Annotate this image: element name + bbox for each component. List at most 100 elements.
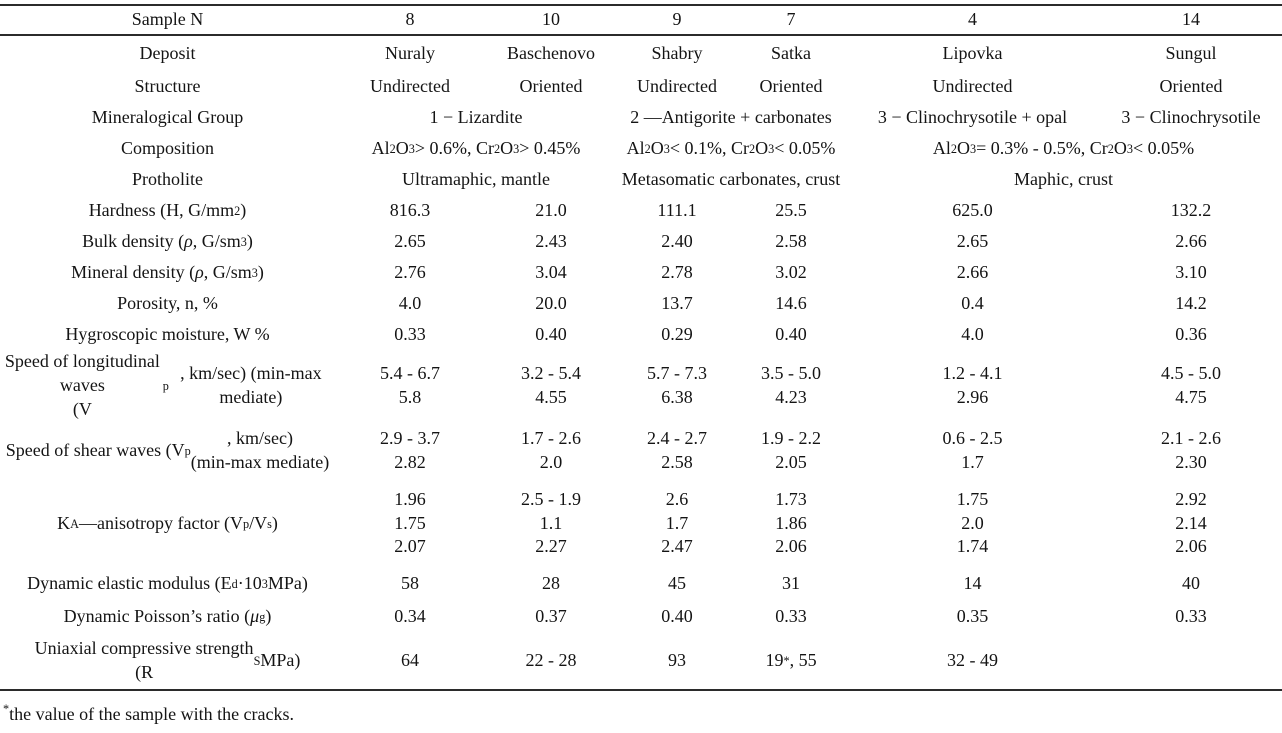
value-cell: 2.9 - 3.7 2.82 — [380, 428, 440, 472]
value-cell: 2 —Antigorite + carbonates — [630, 106, 832, 127]
value-cell: 1 − Lizardite — [429, 106, 523, 127]
table-row-bulk-density-g-sm3: Bulk density (ρ, G/sm 3) 2.65 2.43 2.40 2.58 2… — [0, 226, 1282, 257]
value-cell: 3 − Clinochrysotile + opal — [877, 106, 1068, 127]
table-row-hygroscopic-moisture-w: Hygroscopic moisture, W % 0.33 0.40 0.29 0.4… — [0, 319, 1282, 350]
value-cell: 0.40 — [661, 606, 693, 627]
value-cell: 4.5 - 5.0 4.75 — [1161, 362, 1221, 407]
value-cell: 22 - 28 — [525, 650, 577, 671]
value-cell: 4.0 — [961, 323, 984, 344]
value-cell: Al 2 O 3 = 0.3% - 0.5%, Cr 2 O 3 < 0.05% — [932, 137, 1195, 158]
value-cell: 1.73 1.86 2.06 — [775, 488, 807, 557]
value-cell: 3.04 — [535, 261, 567, 282]
value-cell: 31 — [782, 572, 800, 593]
value-cell: 0.33 — [394, 323, 426, 344]
table-row-uniaxial-compressive-strength-rs-mpa: Uniaxial compressive strength (R S MPa) 64 2… — [0, 633, 1282, 689]
table-row-speed-of-shear-waves-vp-km-sec-min-max-mediate: Speed of shear waves (V p, km/sec) (min-ma… — [0, 421, 1282, 481]
row-label-speed-of-longitudinal-waves-vp-km-sec-min-max-mediate: Speed of longitudinal waves (V p, km/sec) … — [4, 351, 322, 419]
table-row-hardness-h-g-mm2: Hardness (H, G/mm 2) 816.3 21.0 111.1 25.5 625… — [0, 195, 1282, 226]
table-row-mineralogical-group: Mineralogical Group 1 − Lizardite 2 —Antig… — [0, 102, 1282, 133]
value-cell: 3.02 — [775, 261, 807, 282]
footnote: *the value of the sample with the cracks… — [0, 691, 1282, 725]
value-cell: Lipovka — [942, 42, 1003, 63]
row-label-speed-of-shear-waves-vp-km-sec-min-max-mediate: Speed of shear waves (V p, km/sec) (min-ma… — [5, 428, 330, 472]
table-row-composition: Composition Al 2 O 3 > 0.6%, Cr 2 O 3 > 0.45% Al… — [0, 133, 1282, 164]
value-cell: Ultramaphic, mantle — [402, 168, 550, 189]
value-cell: 0.35 — [956, 606, 989, 627]
value-cell: 2.40 — [661, 230, 693, 251]
value-cell: Undirected — [370, 75, 450, 96]
value-cell: 14 — [963, 572, 982, 593]
rock-properties-table: Sample N 8 10 9 7 4 14 Deposit Nuraly Baschenovo S… — [0, 4, 1282, 691]
value-cell: 32 - 49 — [947, 650, 998, 671]
value-cell: 1.7 - 2.6 2.0 — [521, 428, 581, 472]
value-cell: 625.0 — [952, 199, 993, 220]
value-cell: 0.36 — [1175, 323, 1207, 344]
value-cell: 2.92 2.14 2.06 — [1175, 488, 1207, 557]
value-cell: 2.6 1.7 2.47 — [661, 488, 693, 557]
value-cell: 0.6 - 2.5 1.7 — [942, 428, 1003, 472]
row-label-ka-anisotropy-factor-vp-vs: K A —anisotropy factor (V p/V s) — [57, 512, 278, 533]
sample-number: 8 — [405, 9, 415, 30]
value-cell: 21.0 — [535, 199, 567, 220]
value-cell: 0.33 — [1175, 606, 1207, 627]
table-row-deposit: Deposit Nuraly Baschenovo Shabry Satka Lipovk… — [0, 36, 1282, 71]
value-cell: 3.10 — [1175, 261, 1207, 282]
value-cell: Oriented — [519, 75, 583, 96]
row-label-dynamic-poisson-s-ratio-g: Dynamic Poisson’s ratio (μ g) — [63, 606, 272, 627]
table-row-mineral-density-g-sm3: Mineral density (ρ, G/sm 3) 2.76 3.04 2.78 3.… — [0, 257, 1282, 288]
table-row-dynamic-elastic-modulus-ed-103-mpa: Dynamic elastic modulus (E d ·10 3 MPa) 58 28… — [0, 566, 1282, 601]
value-cell: 0.34 — [394, 606, 426, 627]
value-cell: 5.4 - 6.7 5.8 — [380, 362, 440, 407]
value-cell: 1.75 2.0 1.74 — [956, 488, 989, 557]
value-cell: 2.58 — [775, 230, 807, 251]
table-row-porosity-n: Porosity, n, % 4.0 20.0 13.7 14.6 0.4 14.2 — [0, 288, 1282, 319]
row-label-mineralogical-group: Mineralogical Group — [91, 106, 244, 127]
value-cell: 111.1 — [657, 199, 697, 220]
value-cell: Nuraly — [385, 42, 435, 63]
value-cell: 816.3 — [389, 199, 431, 220]
value-cell: 1.96 1.75 2.07 — [394, 488, 426, 557]
value-cell: 13.7 — [661, 292, 693, 313]
row-label-sample-n: Sample N — [131, 9, 204, 30]
value-cell: 1.2 - 4.1 2.96 — [942, 362, 1003, 407]
sample-number: 14 — [1182, 9, 1200, 30]
sample-number: 9 — [672, 9, 682, 30]
value-cell: 2.66 — [956, 261, 989, 282]
row-label-uniaxial-compressive-strength-rs-mpa: Uniaxial compressive strength (R S MPa) — [34, 638, 301, 682]
value-cell: Oriented — [1159, 75, 1223, 96]
sample-number: 7 — [786, 9, 796, 30]
value-cell: 40 — [1182, 572, 1200, 593]
value-cell: 132.2 — [1170, 199, 1212, 220]
value-cell: 2.65 — [394, 230, 426, 251]
value-cell: 5.7 - 7.3 6.38 — [647, 362, 707, 407]
value-cell: Maphic, crust — [1014, 168, 1113, 189]
value-cell: 3.2 - 5.4 4.55 — [521, 362, 581, 407]
row-label-structure: Structure — [134, 75, 201, 96]
table-row-ka-anisotropy-factor-vp-vs: K A —anisotropy factor (V p/V s) 1.96 1.75 2.07… — [0, 481, 1282, 566]
value-cell: Undirected — [637, 75, 717, 96]
value-cell: 2.78 — [661, 261, 693, 282]
value-cell: Sungul — [1165, 42, 1217, 63]
sample-number: 10 — [542, 9, 560, 30]
value-cell: 2.5 - 1.9 1.1 2.27 — [521, 488, 581, 557]
value-cell: Satka — [771, 42, 811, 63]
value-cell: Baschenovo — [507, 42, 595, 63]
value-cell: 14.2 — [1175, 292, 1207, 313]
value-cell: 3 − Clinochrysotile — [1121, 106, 1261, 127]
table-row-protholite: Protholite Ultramaphic, mantle Metasomatic… — [0, 164, 1282, 195]
row-label-mineral-density-g-sm3: Mineral density (ρ, G/sm 3) — [71, 261, 264, 282]
row-label-composition: Composition — [120, 137, 214, 158]
value-cell: Oriented — [759, 75, 823, 96]
row-label-hardness-h-g-mm2: Hardness (H, G/mm 2) — [88, 199, 247, 220]
row-label-protholite: Protholite — [132, 168, 203, 189]
footnote-marker: * — [3, 702, 10, 716]
value-cell: 64 — [401, 650, 419, 671]
value-cell: 2.76 — [394, 261, 426, 282]
value-cell: 2.1 - 2.6 2.30 — [1161, 428, 1221, 472]
value-cell: 19 *, 55 — [765, 650, 817, 671]
value-cell: 0.29 — [661, 323, 693, 344]
value-cell: 20.0 — [535, 292, 567, 313]
table-row-dynamic-poisson-s-ratio-g: Dynamic Poisson’s ratio (μ g) 0.34 0.37 0.40… — [0, 601, 1282, 633]
value-cell: 0.40 — [535, 323, 567, 344]
row-label-dynamic-elastic-modulus-ed-103-mpa: Dynamic elastic modulus (E d ·10 3 MPa) — [27, 572, 308, 593]
